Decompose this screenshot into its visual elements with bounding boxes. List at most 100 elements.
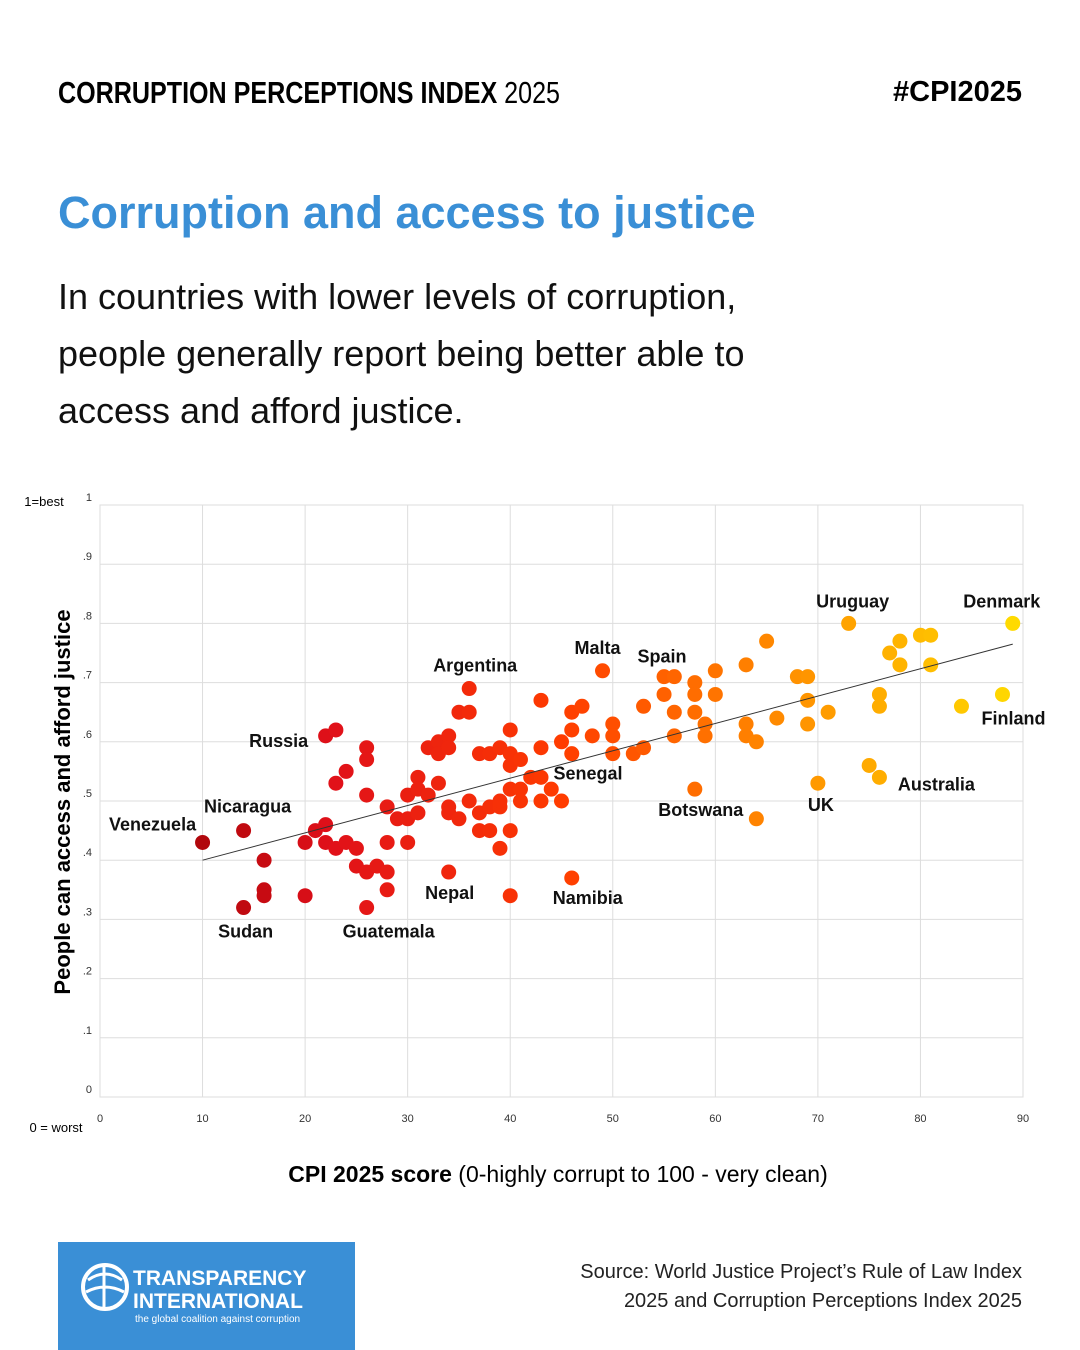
point (195, 834, 211, 850)
point (471, 823, 487, 839)
point (338, 763, 354, 779)
point (297, 834, 313, 850)
x-tick-label: 0 (97, 1113, 103, 1125)
point (482, 823, 498, 839)
point-label: Uruguay (816, 591, 889, 611)
point (882, 645, 898, 661)
x-tick-label: 60 (709, 1113, 721, 1125)
y-top-note: 1=best (24, 494, 64, 509)
point (892, 633, 908, 649)
x-axis-title-bold: CPI 2025 score (288, 1161, 452, 1187)
point-label: Senegal (553, 763, 622, 783)
x-tick-label: 70 (812, 1113, 824, 1125)
x-axis-title: CPI 2025 score (0-highly corrupt to 100 … (288, 1161, 828, 1187)
point (636, 698, 652, 714)
y-tick-label: .3 (83, 906, 92, 918)
logo-line: TRANSPARENCY (133, 1267, 306, 1290)
x-axis-title-rest: (0-highly corrupt to 100 - very clean) (452, 1161, 828, 1187)
point (666, 669, 682, 685)
year: 2025 (504, 75, 560, 110)
y-tick-label: .1 (83, 1025, 92, 1037)
y-tick-label: .7 (83, 670, 92, 682)
point (892, 657, 908, 673)
point (738, 657, 754, 673)
point (297, 888, 313, 904)
header: CORRUPTION PERCEPTIONS INDEX 2025 (58, 75, 560, 110)
point (389, 811, 405, 827)
y-tick-label: .9 (83, 551, 92, 563)
point (359, 900, 375, 916)
point (441, 864, 457, 880)
point (841, 615, 857, 631)
point (656, 686, 672, 702)
point (687, 686, 703, 702)
point (543, 781, 559, 797)
point (656, 669, 672, 685)
source: Source: World Justice Project’s Rule of … (580, 1261, 1022, 1283)
point (789, 669, 805, 685)
point (554, 793, 569, 809)
point (861, 757, 877, 773)
point (379, 882, 395, 898)
point (871, 698, 887, 714)
point (574, 698, 590, 714)
point (912, 627, 928, 643)
point-label: Finland (981, 708, 1045, 728)
point-label: Australia (898, 774, 976, 794)
y-tick-label: .2 (83, 966, 92, 978)
point-label: Russia (249, 731, 309, 751)
point (451, 704, 467, 720)
point-label: Malta (575, 638, 622, 658)
point (564, 870, 580, 886)
point (748, 811, 764, 827)
chart-title: Corruption and access to justice (58, 187, 756, 238)
point (410, 769, 426, 785)
point (328, 775, 344, 791)
point (687, 704, 703, 720)
point (564, 746, 580, 762)
point (236, 823, 252, 839)
brand: CORRUPTION PERCEPTIONS INDEX (58, 75, 497, 110)
point (512, 752, 528, 768)
point (707, 686, 723, 702)
point (441, 728, 457, 744)
y-tick-label: .5 (83, 788, 92, 800)
point (502, 888, 518, 904)
point-label: Guatemala (343, 922, 436, 942)
y-tick-label: .4 (83, 847, 92, 859)
point-label: Botswana (658, 800, 744, 820)
x-tick-label: 80 (914, 1113, 926, 1125)
point (687, 675, 703, 691)
point (769, 710, 785, 726)
point (256, 888, 272, 904)
point-label: Venezuela (109, 814, 197, 834)
logo-tagline: the global coalition against corruption (135, 1314, 300, 1325)
point (800, 716, 816, 732)
point (605, 728, 621, 744)
point (584, 728, 600, 744)
point (461, 793, 477, 809)
x-tick-label: 10 (196, 1113, 208, 1125)
point (359, 752, 375, 768)
point (441, 740, 457, 756)
point (923, 627, 939, 643)
point (871, 686, 887, 702)
point (502, 823, 518, 839)
logo-box (58, 1242, 355, 1350)
point (379, 799, 395, 815)
point (738, 716, 754, 732)
point (400, 834, 416, 850)
point (328, 722, 344, 738)
y-tick-label: .8 (83, 610, 92, 622)
point (512, 781, 528, 797)
y-tick-label: 1 (86, 492, 92, 504)
x-tick-label: 40 (504, 1113, 516, 1125)
point (471, 746, 487, 762)
point (492, 840, 508, 856)
point (379, 864, 395, 880)
point (1005, 615, 1021, 631)
point-label: Nepal (425, 883, 474, 903)
point (666, 704, 682, 720)
y-axis-title: People can access and afford justice (50, 609, 75, 994)
point (492, 793, 508, 809)
